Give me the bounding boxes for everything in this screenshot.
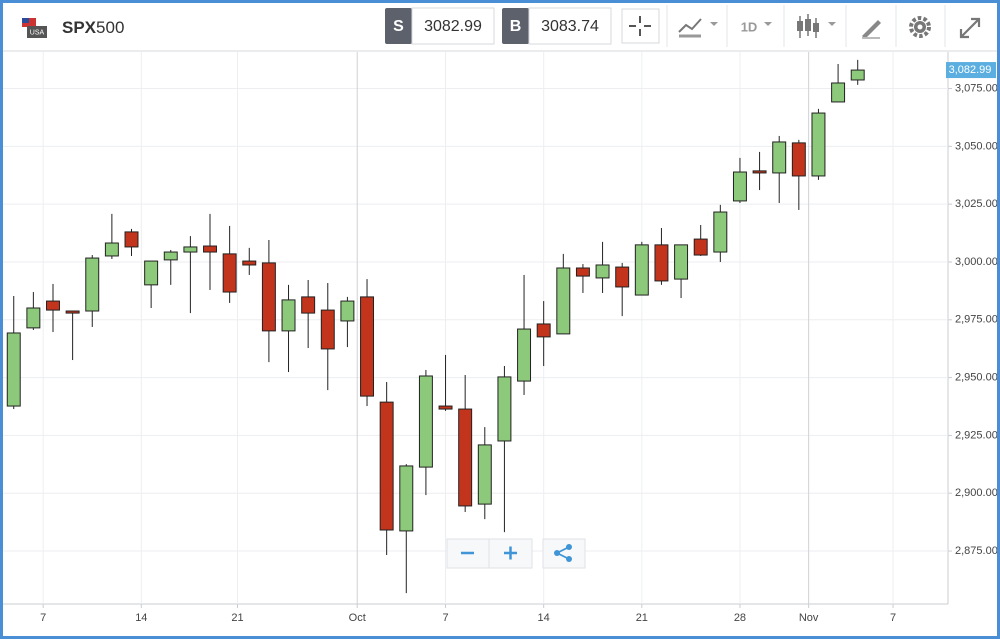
candle-body: [242, 260, 257, 266]
candle-body: [634, 244, 649, 296]
candle-body: [65, 310, 80, 314]
candle-body: [791, 142, 806, 177]
candle-body: [104, 242, 119, 257]
symbol[interactable]: SPX500: [62, 18, 124, 37]
candle-body: [261, 262, 276, 332]
x-tick-label: 21: [636, 612, 648, 624]
plot-layer: 2,875.00 2,900.00 2,925.00 2,950.00 2,975.00…: [0, 52, 998, 624]
x-tick-label: Nov: [799, 612, 819, 624]
candle-body: [26, 307, 41, 329]
candle-body: [674, 244, 689, 280]
buy-label: B: [510, 18, 522, 35]
sell-label: S: [393, 18, 404, 35]
buy-price: 3083.74: [541, 18, 599, 35]
y-tick-label: 3,000.00: [955, 256, 998, 268]
candle-body: [222, 253, 237, 293]
candle-body: [379, 401, 394, 531]
candle-body: [458, 408, 473, 507]
last-price-label: 3,082.99: [949, 64, 992, 76]
candle-body: [732, 171, 747, 202]
candle-body: [850, 69, 865, 81]
chart-type-button[interactable]: [678, 18, 718, 38]
y-tick-label: 2,950.00: [955, 372, 998, 384]
candle-body: [517, 328, 532, 382]
candle-body: [144, 260, 159, 286]
x-tick-label: 14: [538, 612, 550, 624]
candle-body: [752, 170, 767, 174]
y-tick-label: 2,875.00: [955, 545, 998, 557]
x-tick-label: 28: [734, 612, 746, 624]
candle-body: [320, 309, 335, 350]
sell-price: 3082.99: [424, 18, 482, 35]
candle-body: [360, 296, 375, 397]
candle-body: [6, 332, 21, 407]
toolbar: [0, 0, 1000, 51]
candle-body: [46, 300, 60, 311]
x-tick-label: Oct: [349, 612, 366, 624]
candle-body: [497, 376, 512, 442]
candle-body: [85, 257, 100, 312]
candle-body: [340, 300, 355, 322]
candle-body: [418, 375, 433, 468]
candle-body: [693, 238, 708, 256]
fullscreen-button[interactable]: [959, 17, 981, 39]
y-tick-label: 2,975.00: [955, 314, 998, 326]
y-tick-label: 3,075.00: [955, 82, 998, 94]
y-tick-label: 3,050.00: [955, 140, 998, 152]
y-tick-label: 2,925.00: [955, 429, 998, 441]
buy-button[interactable]: B 3083.74: [502, 7, 612, 45]
symbol-name: SPX: [62, 18, 97, 37]
candle-body: [203, 245, 217, 253]
candle-body: [556, 267, 571, 335]
zoom-out-button[interactable]: [446, 538, 490, 569]
x-tick-label: 7: [40, 612, 46, 624]
candle-body: [438, 405, 453, 410]
candle-body: [595, 264, 610, 279]
candle-body: [575, 267, 590, 277]
candle-body: [281, 299, 296, 332]
x-tick-label: 21: [231, 612, 243, 624]
candle-body: [477, 444, 492, 505]
crosshair-button[interactable]: [621, 8, 660, 44]
y-tick-label: 3,025.00: [955, 198, 998, 210]
candle-body: [811, 112, 826, 177]
y-tick-label: 2,900.00: [955, 487, 998, 499]
share-button[interactable]: [542, 538, 586, 569]
sell-button[interactable]: S 3082.99: [385, 7, 495, 45]
x-tick-label: 14: [135, 612, 147, 624]
candle-body: [399, 465, 414, 532]
x-tick-label: 7: [442, 612, 448, 624]
flag-icon: USA: [22, 18, 47, 38]
candle-body: [713, 211, 728, 253]
candle-body: [301, 296, 316, 314]
symbol-number: 500: [96, 18, 124, 37]
interval: 1D: [741, 19, 758, 34]
zoom-in-button[interactable]: [488, 538, 533, 569]
interval-button[interactable]: 1D: [741, 19, 772, 34]
candle-body: [831, 82, 846, 103]
candle-body: [163, 251, 178, 261]
flag-text: USA: [30, 29, 45, 36]
candle-body: [772, 141, 787, 174]
candle-body: [654, 244, 669, 282]
candle-type-button[interactable]: [797, 14, 836, 38]
last-price-tag: [946, 62, 996, 79]
settings-button[interactable]: [909, 16, 931, 38]
candle-body: [615, 266, 630, 288]
x-tick-label: 7: [890, 612, 896, 624]
candle-body: [124, 231, 139, 248]
draw-button[interactable]: [862, 20, 881, 39]
candle-body: [536, 323, 551, 338]
candle-body: [183, 246, 198, 253]
